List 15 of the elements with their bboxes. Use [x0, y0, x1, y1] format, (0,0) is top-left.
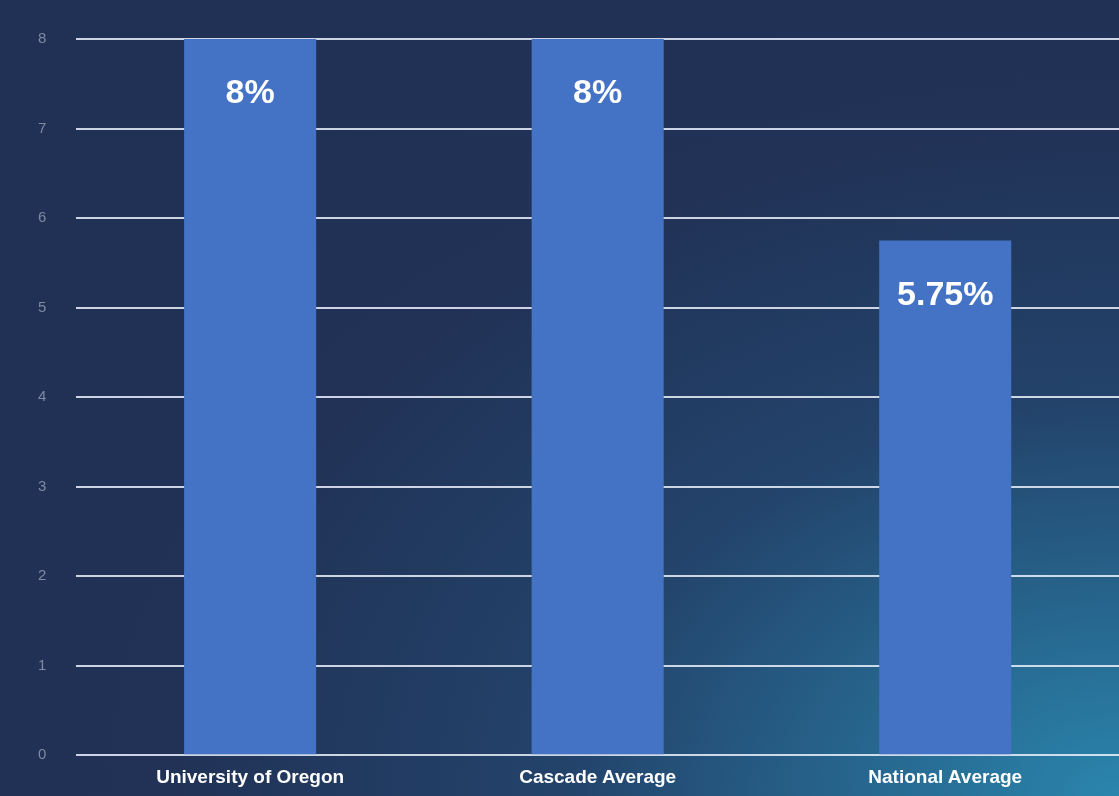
x-tick-label: National Average: [868, 765, 1023, 787]
x-tick-label: Cascade Average: [519, 765, 677, 787]
y-tick-label: 1: [38, 655, 47, 673]
y-tick-label: 8: [38, 29, 47, 47]
y-tick-label: 6: [38, 208, 47, 226]
x-tick-label: University of Oregon: [156, 765, 345, 787]
y-tick-label: 5: [38, 297, 47, 315]
data-label: 5.75%: [897, 273, 994, 312]
y-tick-label: 2: [38, 566, 47, 584]
data-label: 8%: [225, 72, 275, 111]
y-tick-label: 0: [38, 745, 47, 763]
y-tick-label: 3: [38, 476, 47, 494]
y-tick-label: 4: [38, 387, 47, 405]
data-label: 8%: [573, 72, 623, 111]
y-tick-label: 7: [38, 118, 47, 136]
